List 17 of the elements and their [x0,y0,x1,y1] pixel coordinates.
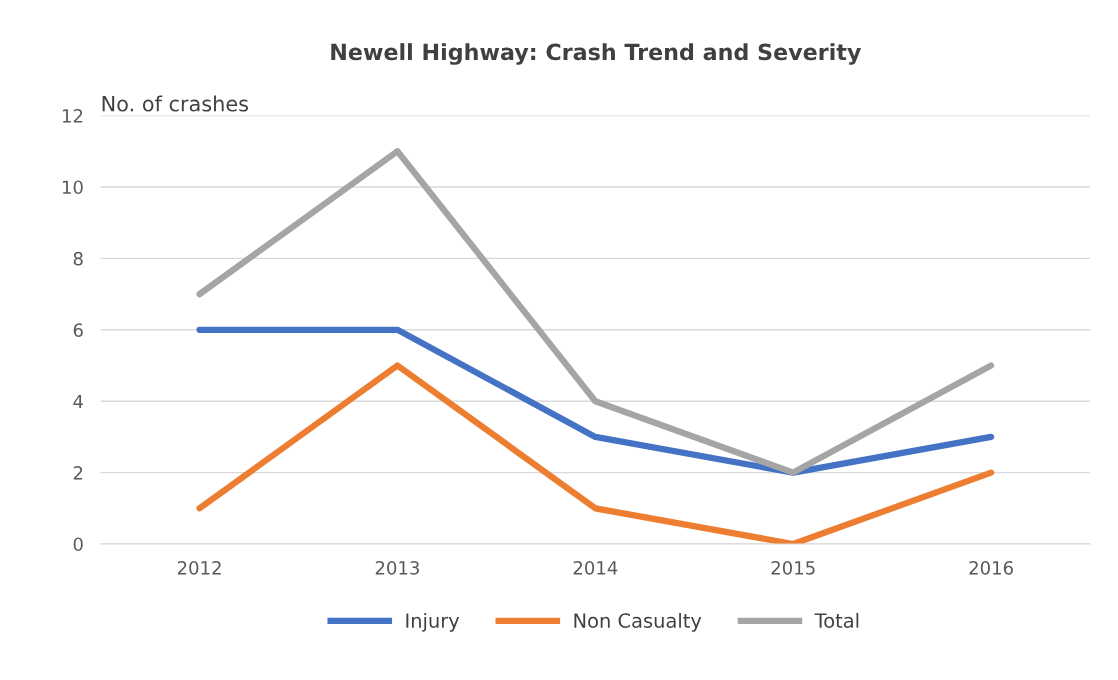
y-tick-label: 4 [73,394,83,409]
y-tick-label: 2 [73,466,83,480]
legend-label: Injury [406,612,460,632]
y-tick-label: 12 [62,109,83,123]
x-tick-label: 2015 [771,560,815,575]
x-tick-label: 2014 [573,560,618,575]
legend-label: Non Casualty [574,612,702,632]
x-tick-label: 2016 [969,560,1013,575]
x-tick-label: 2013 [375,560,419,575]
legend-label: Total [814,612,859,628]
x-tick-label: 2012 [177,560,221,575]
y-tick-label: 8 [73,251,83,266]
chart-title: Newell Highway: Crash Trend and Severity [331,43,862,65]
y-tick-label: 0 [73,537,83,552]
y-tick-label: 10 [62,180,83,195]
y-axis-title: No. of crashes [102,95,249,112]
y-tick-label: 6 [73,323,83,337]
